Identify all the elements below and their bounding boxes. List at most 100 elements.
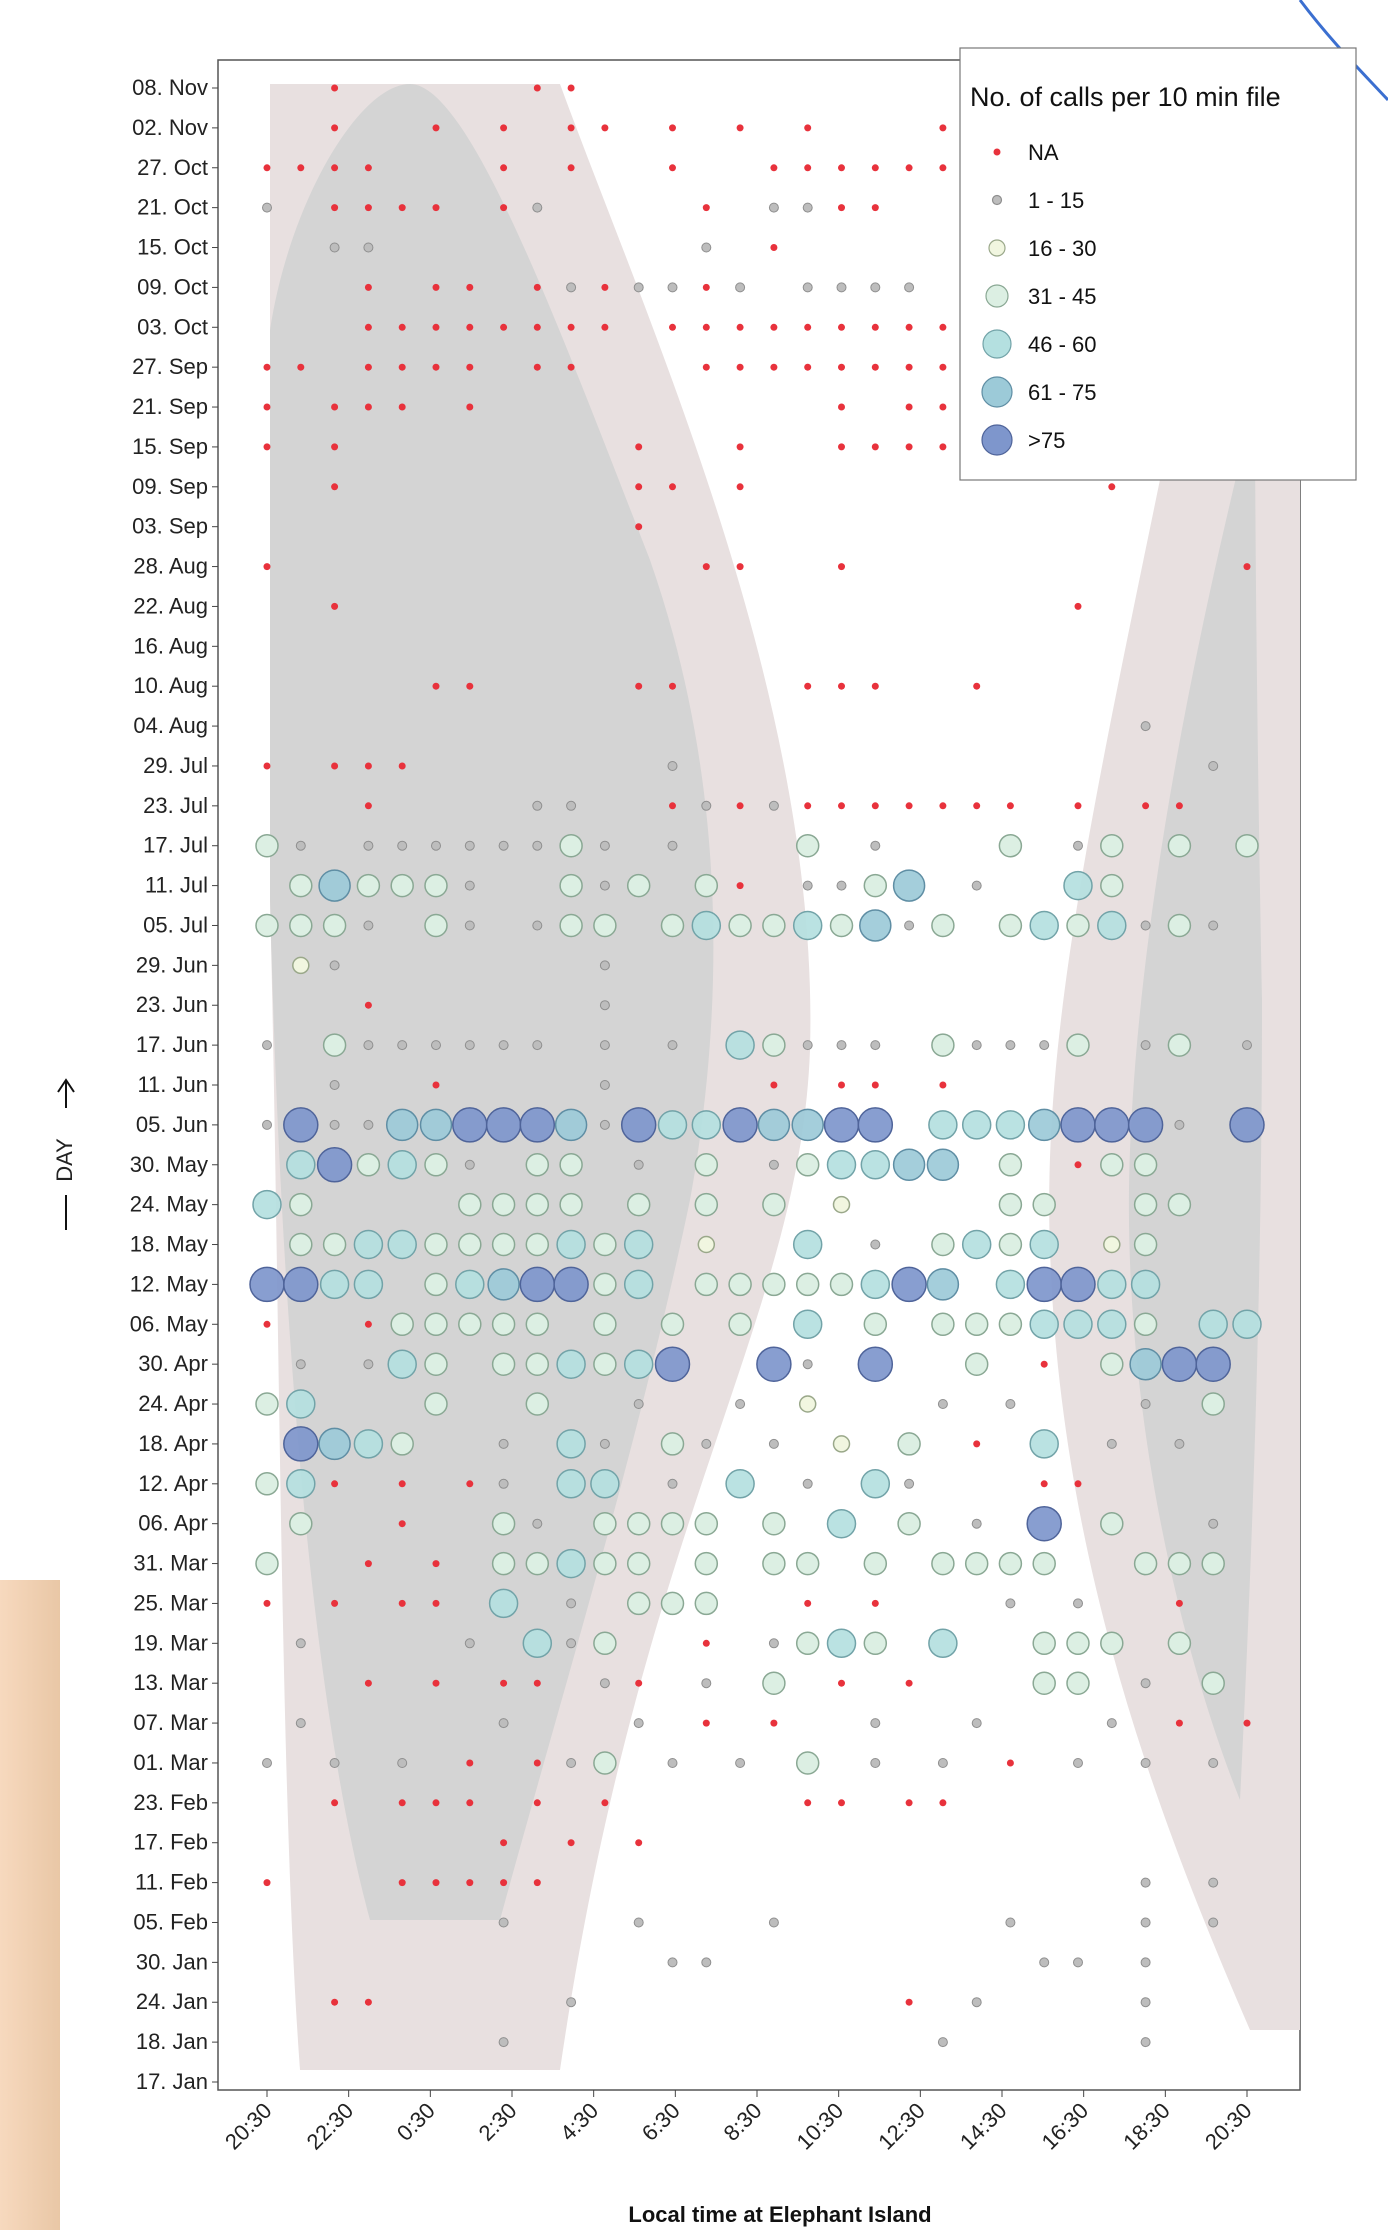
call-bubble [1073,1598,1083,1609]
y-tick-label: 30. Jan [136,1949,208,1974]
y-tick-label: 10. Aug [133,673,208,698]
call-bubble [860,1150,891,1180]
call-bubble [566,800,577,811]
call-bubble [1133,1192,1158,1217]
call-bubble [735,282,746,293]
na-point [939,164,947,172]
na-point [804,802,812,810]
call-bubble [329,242,340,253]
call-bubble [926,1148,960,1182]
call-bubble [1195,1346,1231,1382]
call-bubble [1242,1040,1252,1051]
call-bubble [255,833,279,858]
na-point [567,323,575,331]
na-point [1142,802,1150,810]
na-point [398,1599,406,1607]
call-bubble [599,1438,610,1449]
legend-label: 16 - 30 [1028,236,1097,261]
na-point [838,403,845,411]
x-axis-title: Local time at Elephant Island [628,2202,931,2227]
x-tick-label: 2:30 [474,2098,522,2146]
na-point [263,403,271,411]
na-point [838,1679,845,1687]
na-point [804,363,812,371]
call-bubble [464,840,475,851]
na-point [669,124,676,132]
na-point [398,762,406,770]
na-point [871,164,879,172]
call-bubble [667,1758,678,1768]
night-band-left [270,84,714,1920]
y-axis-title: DAY [52,1138,77,1182]
call-bubble [1127,1107,1164,1143]
na-point [263,1879,271,1887]
call-bubble [633,282,644,293]
call-bubble [768,1159,779,1170]
x-tick-label: 20:30 [220,2098,277,2155]
call-bubble [836,1040,847,1051]
call-bubble [322,1232,347,1257]
call-bubble [998,1312,1023,1337]
na-point [331,403,339,411]
na-point [432,1799,440,1807]
y-tick-label: 06. Apr [138,1511,208,1536]
call-bubble [431,840,441,851]
call-bubble [626,1591,651,1616]
na-point [297,164,305,172]
na-point [905,1998,913,2006]
call-bubble [554,1108,588,1142]
y-tick-label: 17. Jun [136,1032,208,1057]
call-bubble [795,1153,820,1177]
call-bubble [286,1389,316,1419]
call-bubble [498,1040,509,1051]
call-bubble [485,1107,522,1143]
call-bubble [725,1469,755,1499]
na-point [635,682,643,690]
call-bubble [620,1107,657,1143]
call-bubble [532,920,543,931]
call-bubble [1066,1033,1090,1057]
na-point [939,443,947,451]
na-point [804,1799,812,1807]
y-tick-label: 15. Sep [132,434,208,459]
na-point [533,1679,541,1687]
y-tick-label: 30. May [130,1152,208,1177]
call-bubble [319,1269,350,1300]
na-point [871,363,879,371]
call-bubble [735,1758,746,1768]
call-bubble [931,913,955,938]
background-card [0,1580,60,2230]
call-bubble [660,913,685,938]
x-tick-label: 8:30 [719,2098,767,2146]
legend-label: 1 - 15 [1028,188,1084,213]
call-bubble [1032,1551,1056,1576]
call-bubble [1032,1671,1056,1695]
call-bubble [498,840,509,851]
na-point [838,563,845,571]
call-bubble [1235,833,1259,858]
call-bubble [424,1232,448,1257]
call-bubble [857,1107,894,1143]
call-bubble [1100,1352,1124,1376]
call-bubble [904,920,915,931]
call-bubble [802,1359,813,1370]
call-bubble [363,920,374,931]
call-bubble [525,1192,550,1217]
na-point [871,682,879,690]
call-bubble [356,1153,381,1177]
call-bubble [353,1269,384,1300]
call-bubble [458,1232,482,1257]
na-point [432,204,440,212]
na-point [770,1719,778,1727]
x-tick-label: 0:30 [392,2098,440,2146]
call-bubble [998,913,1023,938]
call-bubble [262,202,272,213]
call-bubble [928,1628,958,1659]
call-bubble [295,840,306,851]
call-bubble [318,869,351,902]
call-bubble [971,1718,982,1729]
na-point [331,1998,339,2006]
na-point [466,323,474,331]
x-tick-label: 16:30 [1037,2098,1094,2155]
call-bubble [971,880,982,891]
